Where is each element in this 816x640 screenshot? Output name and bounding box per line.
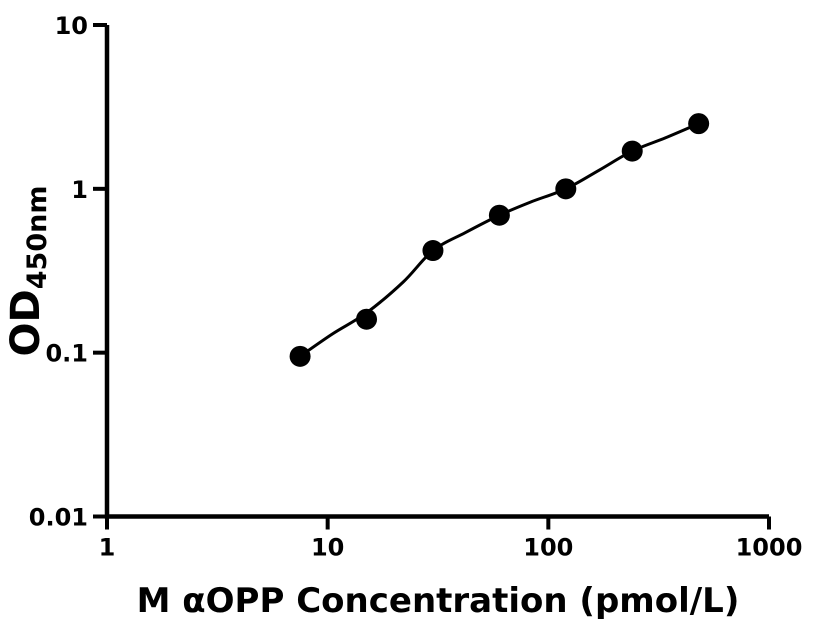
axis-frame <box>104 25 769 519</box>
y-axis-title-subscript: 450nm <box>22 185 53 290</box>
data-point <box>488 204 510 226</box>
data-point <box>289 345 311 367</box>
y-tick-label: 1 <box>71 176 88 204</box>
data-point <box>688 113 710 135</box>
data-point <box>422 240 444 262</box>
x-axis-title: M αOPP Concentration (pmol/L) <box>136 581 740 621</box>
y-tick-label: 0.1 <box>45 340 88 368</box>
x-tick-label: 10 <box>311 534 344 562</box>
x-tick-label: 100 <box>523 534 573 562</box>
y-axis-title: OD450nm <box>2 121 53 421</box>
y-axis-title-main: OD <box>3 289 49 357</box>
y-tick-label: 10 <box>55 12 88 40</box>
data-point <box>621 140 643 162</box>
x-tick-label: 1 <box>99 534 116 562</box>
data-point <box>555 178 577 200</box>
data-point <box>356 308 378 330</box>
y-tick-label: 0.01 <box>29 504 88 532</box>
x-tick-label: 1000 <box>736 534 803 562</box>
